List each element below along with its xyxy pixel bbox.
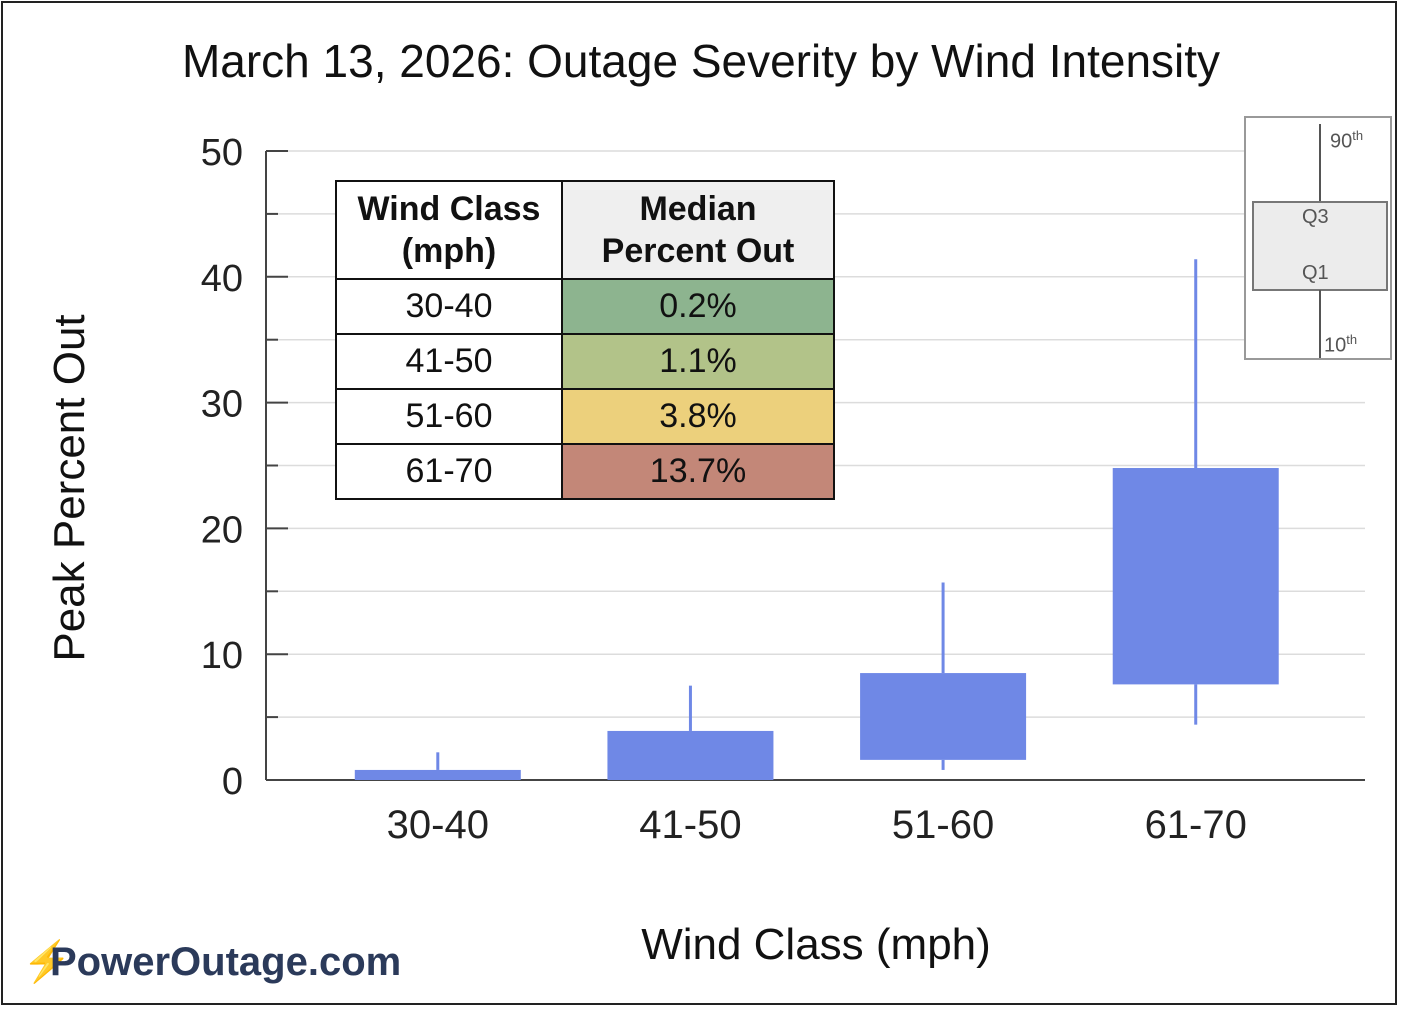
box [354,769,521,780]
legend-p90-label: 90th [1330,128,1364,153]
table-header-wind-class: Wind Class (mph) [335,180,563,280]
table-cell-wind-class: 41-50 [335,333,563,390]
legend-q1-label: Q1 [1302,262,1329,284]
table-cell-median: 1.1% [561,333,835,390]
table-row: 41-50 1.1% [335,333,835,390]
y-tick-label: 20 [201,509,243,551]
x-tick-label: 30-40 [387,803,489,847]
y-tick-label: 40 [201,258,243,300]
table-row: 30-40 0.2% [335,278,835,335]
box [1112,468,1279,685]
x-axis-label: Wind Class (mph) [641,920,991,969]
table-cell-median: 13.7% [561,443,835,500]
table-header-median: Median Percent Out [561,180,835,280]
x-tick-label: 41-50 [639,803,741,847]
y-tick-label: 30 [201,384,243,426]
table-cell-wind-class: 30-40 [335,278,563,335]
table-row: 61-70 13.7% [335,443,835,500]
table-cell-median: 0.2% [561,278,835,335]
y-tick-label: 50 [201,132,243,174]
table-row: 51-60 3.8% [335,388,835,445]
legend-box-shape [1252,201,1388,291]
median-table: Wind Class (mph) Median Percent Out 30-4… [335,180,835,500]
table-cell-median: 3.8% [561,388,835,445]
chart-title: March 13, 2026: Outage Severity by Wind … [181,35,1221,87]
y-tick-label: 0 [222,761,243,803]
legend-q3-label: Q3 [1302,206,1329,228]
x-tick-label: 61-70 [1145,803,1247,847]
brand-logo: ⚡PowerOutage.com [22,938,401,985]
table-cell-wind-class: 61-70 [335,443,563,500]
x-tick-label: 51-60 [892,803,994,847]
box [860,673,1027,760]
lightning-bolt-icon: ⚡ [22,940,72,984]
box [607,730,774,780]
legend-p10-label: 10th [1324,332,1358,357]
brand-name: PowerOutage.com [50,940,402,984]
legend-key: 90th Q3 Q1 10th [1244,116,1392,360]
y-tick-label: 10 [201,635,243,677]
table-cell-wind-class: 51-60 [335,388,563,445]
